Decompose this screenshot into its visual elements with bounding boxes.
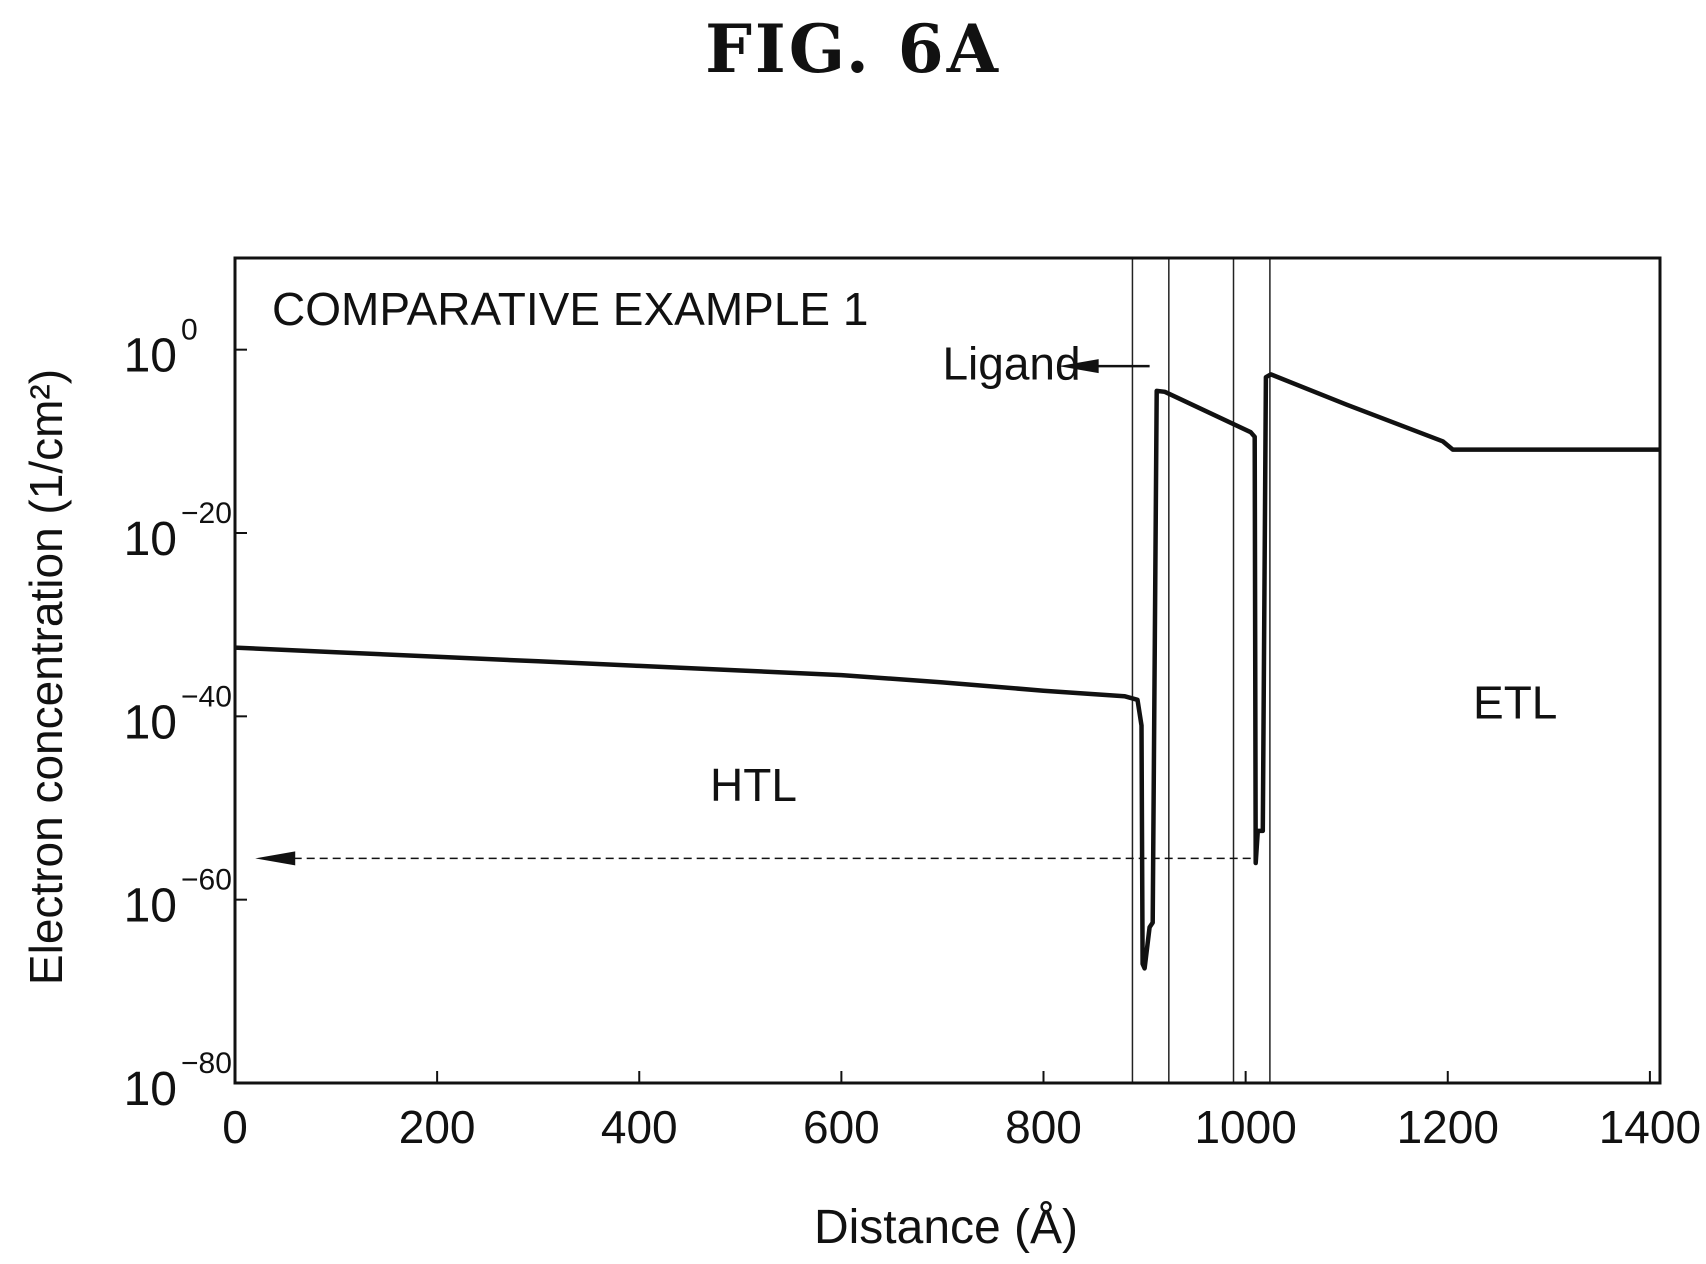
y-tick-label: 10 xyxy=(124,513,177,566)
y-tick-exponent: −80 xyxy=(181,1047,232,1080)
y-tick-exponent: 0 xyxy=(181,314,198,347)
y-tick-exponent: −60 xyxy=(181,864,232,897)
annotation-layer: Ligand HTL ETL xyxy=(710,337,1557,811)
plot-frame xyxy=(233,256,1662,1085)
annotation-etl: ETL xyxy=(1473,677,1557,729)
x-axis-ticks: 0 200 400 600 800 1000 1200 1400 xyxy=(222,1071,1701,1153)
y-tick-label: 10 xyxy=(124,1063,177,1116)
x-tick-label: 600 xyxy=(803,1101,880,1153)
y-axis-label: Electron concentration (1/cm²) xyxy=(20,369,72,985)
y-tick-exponent: −20 xyxy=(181,497,232,530)
arrow-head xyxy=(1058,359,1099,374)
x-axis-label: Distance (Å) xyxy=(814,1201,1078,1254)
figure-label: FIG. 6A xyxy=(705,10,1001,88)
y-tick-label: 10 xyxy=(124,330,177,383)
y-tick-exponent: −40 xyxy=(181,680,232,713)
x-tick-label: 1200 xyxy=(1397,1101,1499,1153)
arrow-head xyxy=(255,851,296,866)
x-tick-label: 1000 xyxy=(1194,1101,1296,1153)
y-tick-label: 10 xyxy=(124,880,177,933)
x-tick-label: 1400 xyxy=(1599,1101,1701,1153)
chart-title: COMPARATIVE EXAMPLE 1 xyxy=(272,283,868,335)
x-tick-label: 800 xyxy=(1005,1101,1082,1153)
arrow-layer xyxy=(255,359,1251,866)
annotation-ligand: Ligand xyxy=(942,337,1080,389)
series-line xyxy=(234,372,1660,971)
x-tick-label: 400 xyxy=(601,1101,678,1153)
annotation-htl: HTL xyxy=(710,759,797,811)
y-tick-label: 10 xyxy=(124,696,177,749)
x-tick-label: 0 xyxy=(222,1101,248,1153)
series-layer xyxy=(234,372,1660,971)
x-tick-label: 200 xyxy=(399,1101,476,1153)
